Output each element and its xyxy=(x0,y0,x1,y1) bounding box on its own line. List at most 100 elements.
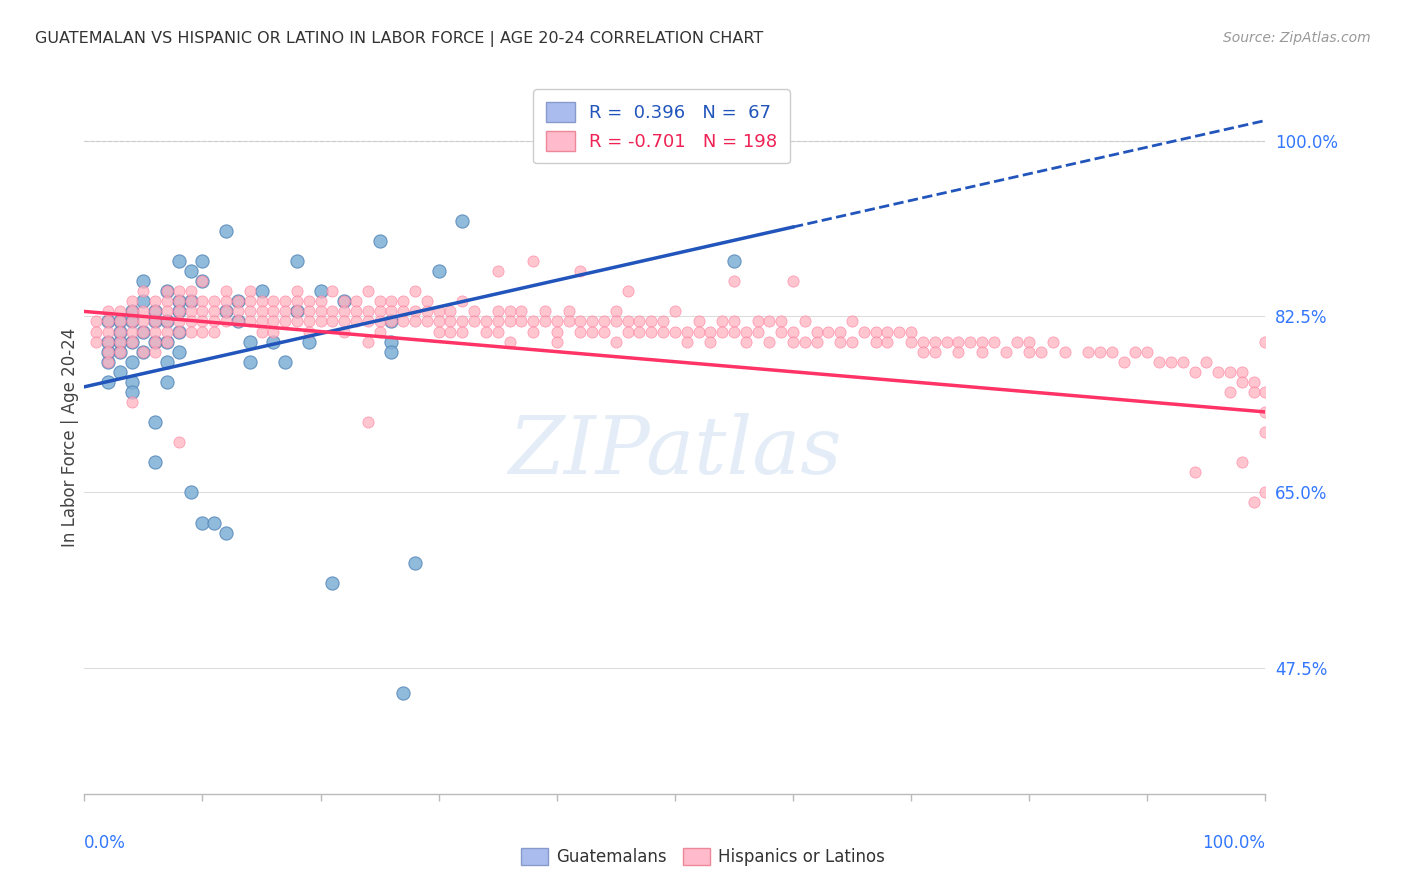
Point xyxy=(711,314,734,328)
Point xyxy=(132,325,155,339)
Point xyxy=(239,285,262,299)
Point xyxy=(250,314,273,328)
Point xyxy=(167,285,190,299)
Point xyxy=(1184,365,1206,379)
Point xyxy=(1243,375,1265,389)
Point xyxy=(557,314,579,328)
Point xyxy=(262,334,284,349)
Point xyxy=(191,274,214,288)
Point xyxy=(167,294,190,309)
Point xyxy=(924,334,946,349)
Point xyxy=(97,314,120,328)
Point xyxy=(167,325,190,339)
Point xyxy=(1184,465,1206,479)
Point xyxy=(806,325,828,339)
Point xyxy=(793,334,815,349)
Point xyxy=(226,314,249,328)
Point xyxy=(180,285,202,299)
Point xyxy=(1101,344,1123,359)
Point xyxy=(156,285,179,299)
Point xyxy=(226,294,249,309)
Point xyxy=(97,375,120,389)
Point xyxy=(250,294,273,309)
Point xyxy=(274,354,297,368)
Point xyxy=(191,294,214,309)
Point xyxy=(156,294,179,309)
Point xyxy=(711,325,734,339)
Point xyxy=(1195,354,1218,368)
Point xyxy=(226,314,249,328)
Point xyxy=(156,354,179,368)
Text: 100.0%: 100.0% xyxy=(1202,834,1265,852)
Point xyxy=(664,304,686,318)
Point xyxy=(970,344,993,359)
Point xyxy=(156,325,179,339)
Point xyxy=(262,294,284,309)
Point xyxy=(959,334,981,349)
Text: GUATEMALAN VS HISPANIC OR LATINO IN LABOR FORCE | AGE 20-24 CORRELATION CHART: GUATEMALAN VS HISPANIC OR LATINO IN LABO… xyxy=(35,31,763,47)
Point xyxy=(357,304,380,318)
Point xyxy=(180,294,202,309)
Point xyxy=(143,344,166,359)
Point xyxy=(121,314,143,328)
Point xyxy=(368,234,391,248)
Point xyxy=(215,304,238,318)
Point xyxy=(239,294,262,309)
Text: ZIPatlas: ZIPatlas xyxy=(508,413,842,490)
Point xyxy=(876,334,898,349)
Text: Source: ZipAtlas.com: Source: ZipAtlas.com xyxy=(1223,31,1371,45)
Point xyxy=(675,334,697,349)
Point xyxy=(108,314,131,328)
Point xyxy=(226,294,249,309)
Point xyxy=(344,294,367,309)
Point xyxy=(427,314,450,328)
Point xyxy=(239,314,262,328)
Point xyxy=(108,344,131,359)
Point xyxy=(274,314,297,328)
Point xyxy=(285,304,308,318)
Point xyxy=(1219,365,1241,379)
Point xyxy=(723,254,745,268)
Point xyxy=(274,294,297,309)
Point xyxy=(180,325,202,339)
Point xyxy=(121,384,143,399)
Point xyxy=(439,325,461,339)
Point xyxy=(368,325,391,339)
Point xyxy=(321,304,343,318)
Point xyxy=(167,435,190,450)
Point xyxy=(333,314,356,328)
Point xyxy=(782,334,804,349)
Point xyxy=(380,294,402,309)
Point xyxy=(191,254,214,268)
Point xyxy=(215,285,238,299)
Point xyxy=(226,304,249,318)
Point xyxy=(581,314,603,328)
Point xyxy=(121,294,143,309)
Point xyxy=(498,334,520,349)
Point xyxy=(215,525,238,540)
Point xyxy=(475,325,498,339)
Point xyxy=(344,314,367,328)
Point xyxy=(1254,405,1277,419)
Point xyxy=(416,314,439,328)
Point xyxy=(688,314,710,328)
Point xyxy=(121,334,143,349)
Point xyxy=(747,314,769,328)
Point xyxy=(108,325,131,339)
Point xyxy=(1230,375,1253,389)
Point xyxy=(876,325,898,339)
Point xyxy=(309,304,332,318)
Point xyxy=(782,274,804,288)
Point xyxy=(1230,365,1253,379)
Point xyxy=(948,344,970,359)
Point xyxy=(948,334,970,349)
Point xyxy=(274,304,297,318)
Point xyxy=(180,294,202,309)
Point xyxy=(191,274,214,288)
Point xyxy=(900,325,922,339)
Point xyxy=(830,334,852,349)
Point xyxy=(557,304,579,318)
Legend: Guatemalans, Hispanics or Latinos: Guatemalans, Hispanics or Latinos xyxy=(513,840,893,875)
Point xyxy=(593,314,616,328)
Point xyxy=(640,314,662,328)
